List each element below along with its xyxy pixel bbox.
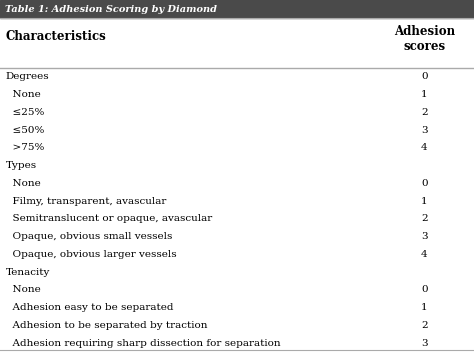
Text: Degrees: Degrees bbox=[6, 72, 49, 81]
Bar bbox=[0, 0, 474, 18]
Text: ≤25%: ≤25% bbox=[6, 108, 44, 117]
Text: None: None bbox=[6, 285, 40, 294]
Text: 3: 3 bbox=[421, 126, 428, 135]
Text: Table 1: Adhesion Scoring by Diamond: Table 1: Adhesion Scoring by Diamond bbox=[5, 4, 217, 13]
Text: 4: 4 bbox=[421, 250, 428, 259]
Text: >75%: >75% bbox=[6, 143, 44, 152]
Text: Adhesion
scores: Adhesion scores bbox=[394, 25, 455, 53]
Text: Opaque, obvious larger vessels: Opaque, obvious larger vessels bbox=[6, 250, 176, 259]
Text: Semitranslucent or opaque, avascular: Semitranslucent or opaque, avascular bbox=[6, 214, 212, 223]
Text: None: None bbox=[6, 90, 40, 99]
Text: 1: 1 bbox=[421, 197, 428, 206]
Text: Adhesion easy to be separated: Adhesion easy to be separated bbox=[6, 303, 173, 312]
Text: 0: 0 bbox=[421, 179, 428, 188]
Text: 0: 0 bbox=[421, 72, 428, 81]
Text: 0: 0 bbox=[421, 285, 428, 294]
Text: Tenacity: Tenacity bbox=[6, 267, 50, 276]
Text: 3: 3 bbox=[421, 339, 428, 348]
Text: 1: 1 bbox=[421, 303, 428, 312]
Text: Characteristics: Characteristics bbox=[6, 31, 107, 44]
Text: Adhesion requiring sharp dissection for separation: Adhesion requiring sharp dissection for … bbox=[6, 339, 280, 348]
Text: 2: 2 bbox=[421, 214, 428, 223]
Text: Filmy, transparent, avascular: Filmy, transparent, avascular bbox=[6, 197, 166, 206]
Text: Types: Types bbox=[6, 161, 37, 170]
Text: 3: 3 bbox=[421, 232, 428, 241]
Text: Opaque, obvious small vessels: Opaque, obvious small vessels bbox=[6, 232, 172, 241]
Text: 1: 1 bbox=[421, 90, 428, 99]
Text: ≤50%: ≤50% bbox=[6, 126, 44, 135]
Text: 2: 2 bbox=[421, 321, 428, 330]
Text: Adhesion to be separated by traction: Adhesion to be separated by traction bbox=[6, 321, 207, 330]
Text: 2: 2 bbox=[421, 108, 428, 117]
Text: 4: 4 bbox=[421, 143, 428, 152]
Text: None: None bbox=[6, 179, 40, 188]
